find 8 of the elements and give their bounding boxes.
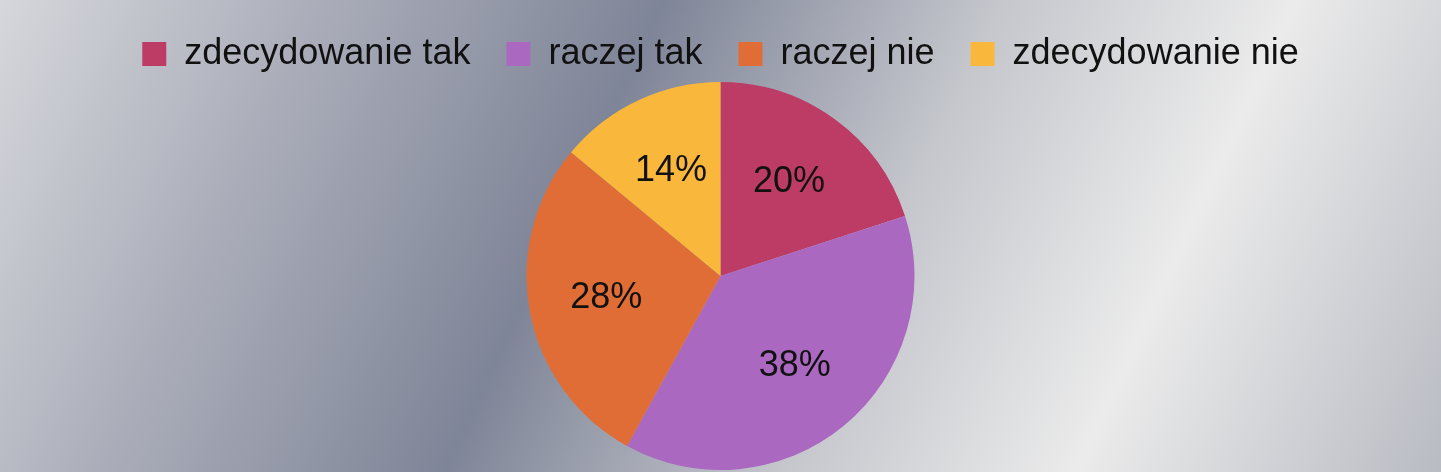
data-label: 28% bbox=[570, 274, 643, 316]
data-label: 14% bbox=[634, 147, 707, 189]
legend-label: zdecydowanie tak bbox=[184, 30, 472, 72]
data-label: 38% bbox=[758, 342, 831, 384]
data-label: 20% bbox=[752, 158, 825, 200]
legend-label: raczej tak bbox=[548, 30, 704, 72]
legend-label: zdecydowanie nie bbox=[1012, 30, 1299, 72]
legend-label: raczej nie bbox=[780, 30, 935, 72]
